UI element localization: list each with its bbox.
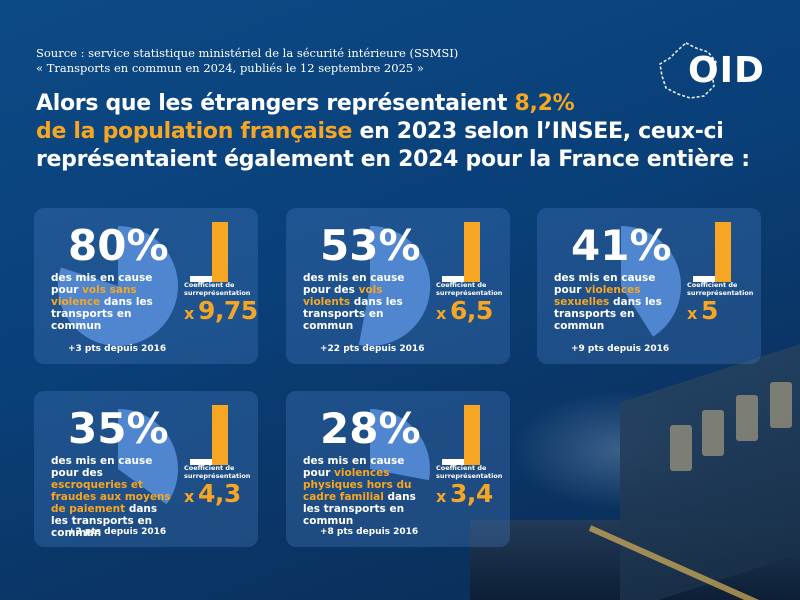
coefficient-prefix: x [184,487,195,506]
logo-text: OID [688,50,765,91]
metro-station-background [470,330,800,600]
population-share-bar [442,276,464,282]
offender-share-bar [212,222,228,282]
change-since-2016: +2 pts depuis 2016 [68,527,167,537]
coefficient-label: Coefficient de surreprésentation [436,464,503,480]
coefficient-value: 6,5 [450,296,493,325]
coefficient-bars [442,405,480,465]
coefficient-value: 3,4 [450,479,493,508]
coefficient-label: Coefficient de surreprésentation [436,281,503,297]
coefficient-prefix: x [687,304,698,323]
pie-slice [57,226,178,346]
coefficient-value: 5 [701,296,718,325]
coefficient-bars [442,222,480,282]
percentage-pie [118,409,178,505]
population-share-bar [190,459,212,465]
stat-card: 41% des mis en cause pour violences sexue… [537,208,761,364]
pie-slice [621,226,682,337]
description-highlight: escroqueries et fraudes aux moyens de pa… [51,479,171,515]
coefficient-bars [190,222,228,282]
description-pre: des mis en cause pour [554,272,656,296]
description-post: dans les transports en commun [554,296,662,332]
coefficient-label: Coefficient de surreprésentation [184,464,251,480]
stat-description: des mis en cause pour vols sans violence… [51,272,177,332]
offender-share-bar [464,222,480,282]
stat-card: 35% des mis en cause pour des escroquerie… [34,391,258,547]
headline: Alors que les étrangers représentaient 8… [36,90,776,174]
description-post: dans les transports en commun [303,491,416,527]
headline-part2: en 2023 selon l’INSEE, ceux-ci représent… [36,119,750,172]
offender-share-bar [212,405,228,465]
coefficient-bars [693,222,731,282]
description-pre: des mis en cause pour [303,455,405,479]
description-highlight: vols sans violence [51,284,137,308]
source-note: Source : service statistique ministériel… [36,46,458,76]
change-since-2016: +9 pts depuis 2016 [571,344,670,354]
description-post: dans les transports en commun [51,296,153,332]
change-since-2016: +8 pts depuis 2016 [320,527,419,537]
description-post: dans les transports en commun [303,296,403,332]
stat-description: des mis en cause pour des vols violents … [303,272,429,332]
description-post: dans les transports en commun [51,503,158,539]
coefficient-prefix: x [436,304,447,323]
headline-highlight-population: de la population française [36,119,353,144]
headline-part1: Alors que les étrangers représentaient [36,91,515,116]
percentage-pie [621,226,682,337]
headline-highlight-rate: 8,2% [514,91,575,116]
change-since-2016: +3 pts depuis 2016 [68,344,167,354]
description-highlight: violences sexuelles [554,284,641,308]
population-share-bar [693,276,715,282]
source-label: Source : [36,46,85,60]
percentage-pie [358,225,431,346]
stat-description: des mis en cause pour des escroqueries e… [51,455,177,539]
stat-card: 28% des mis en cause pour violences physi… [286,391,510,547]
description-pre: des mis en cause pour [51,272,153,296]
pie-slice [370,409,430,481]
coefficient-bars [190,405,228,465]
stat-percent: 53% [320,221,421,270]
description-pre: des mis en cause pour des [303,272,405,296]
stat-percent: 80% [68,221,169,270]
percentage-pie [57,226,178,346]
stat-percent: 35% [68,404,169,453]
description-highlight: vols violents [303,284,383,308]
stat-percent: 28% [320,404,421,453]
coefficient-prefix: x [184,304,195,323]
stat-percent: 41% [571,221,672,270]
description-highlight: violences physiques hors du cadre famili… [303,467,412,503]
stat-description: des mis en cause pour violences sexuelle… [554,272,680,332]
oid-logo: OID [652,36,770,108]
source-line1: service statistique ministériel de la sé… [88,46,459,60]
stat-card: 53% des mis en cause pour des vols violen… [286,208,510,364]
coefficient-value: 9,75 [198,296,258,325]
coefficient-value: 4,3 [198,479,241,508]
offender-share-bar [464,405,480,465]
percentage-pie [370,409,430,481]
stat-description: des mis en cause pour violences physique… [303,455,429,527]
population-share-bar [442,459,464,465]
pie-slice [358,225,431,346]
change-since-2016: +22 pts depuis 2016 [320,344,425,354]
offender-share-bar [715,222,731,282]
pie-slice [118,409,178,505]
description-pre: des mis en cause pour des [51,455,153,479]
coefficient-prefix: x [436,487,447,506]
population-share-bar [190,276,212,282]
source-line2: « Transports en commun en 2024, publiés … [36,61,424,75]
coefficient-label: Coefficient de surreprésentation [687,281,754,297]
stat-card: 80% des mis en cause pour vols sans viole… [34,208,258,364]
coefficient-label: Coefficient de surreprésentation [184,281,251,297]
